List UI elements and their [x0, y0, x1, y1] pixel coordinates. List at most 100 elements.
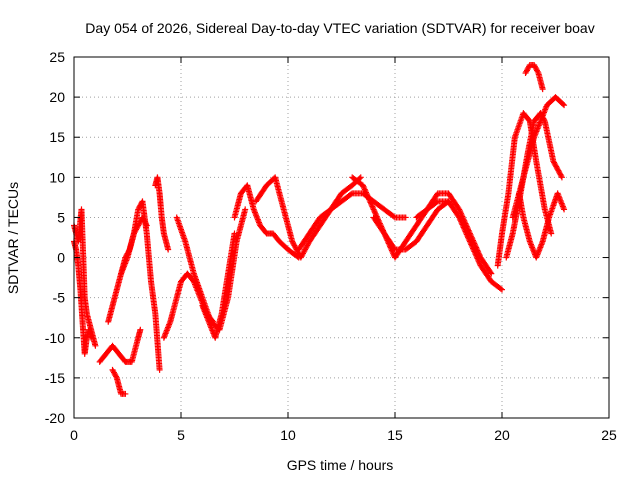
x-tick-label: 10	[280, 427, 296, 443]
trace-marker	[348, 191, 355, 198]
trace-marker	[401, 214, 408, 221]
trace-marker	[190, 269, 197, 276]
y-tick-label: 0	[57, 250, 65, 266]
trace-marker	[520, 212, 527, 219]
y-tick-label: 20	[49, 89, 65, 105]
trace-marker	[101, 353, 108, 360]
trace-marker	[231, 232, 238, 239]
trace-marker	[433, 192, 440, 199]
trace-marker	[358, 190, 365, 197]
trace-marker	[315, 216, 322, 223]
x-tick-label: 5	[177, 427, 185, 443]
trace-marker	[524, 159, 531, 166]
chart-title: Day 054 of 2026, Sidereal Day-to-day VTE…	[85, 20, 594, 36]
y-tick-label: 15	[49, 129, 65, 145]
data-points	[71, 62, 568, 397]
x-axis-label: GPS time / hours	[287, 457, 394, 473]
trace-marker	[379, 228, 386, 235]
y-tick-label: -20	[45, 410, 65, 426]
trace-marker	[113, 288, 120, 295]
trace-marker	[390, 213, 397, 220]
trace-marker	[530, 135, 537, 142]
trace-marker	[336, 200, 343, 207]
trace-marker	[109, 304, 116, 311]
trace-marker	[123, 256, 130, 263]
x-tick-label: 0	[70, 427, 78, 443]
y-axis-label: SDTVAR / TECUs	[5, 182, 21, 294]
trace-marker	[486, 268, 493, 275]
trace-marker	[496, 284, 503, 291]
trace-marker	[177, 280, 184, 287]
trace-marker	[517, 183, 524, 190]
trace-marker	[534, 68, 541, 75]
y-tick-label: 10	[49, 169, 65, 185]
trace-marker	[557, 171, 564, 178]
trace-marker	[421, 208, 428, 215]
trace-marker	[181, 237, 188, 244]
trace-marker	[261, 184, 268, 191]
trace-marker	[357, 180, 364, 187]
trace-marker	[454, 203, 461, 210]
trace-marker	[237, 191, 244, 198]
y-tick-label: -15	[45, 370, 65, 386]
trace-marker	[411, 224, 418, 231]
trace-marker	[288, 236, 295, 243]
trace-marker	[112, 372, 119, 379]
trace-marker	[113, 373, 120, 380]
axis-ticks	[73, 56, 610, 419]
y-tick-label: -5	[53, 290, 66, 306]
plot-frame	[73, 56, 610, 419]
trace-marker	[166, 320, 173, 327]
trace-marker	[250, 204, 257, 211]
trace-marker	[526, 237, 533, 244]
trace-marker	[304, 241, 311, 248]
trace-marker	[173, 296, 180, 303]
trace-marker	[433, 208, 440, 215]
trace-marker	[336, 192, 343, 199]
y-tick-label: -10	[45, 330, 65, 346]
trace-marker	[92, 341, 99, 348]
trace-marker	[511, 135, 518, 142]
trace-marker	[422, 224, 429, 231]
trace-marker	[87, 325, 94, 332]
trace-marker	[401, 240, 408, 247]
trace-marker	[487, 269, 494, 276]
trace-marker	[541, 204, 548, 211]
trace-marker	[411, 240, 418, 247]
trace-marker	[205, 317, 212, 324]
y-tick-labels: -20 -15 -10 -5 0 5 10 15 20 25	[45, 49, 65, 426]
trace-marker	[274, 236, 281, 243]
trace-marker	[524, 115, 531, 122]
trace-marker	[325, 208, 332, 215]
trace-marker	[224, 296, 231, 303]
trace-marker	[559, 101, 566, 108]
trace-marker	[156, 365, 163, 372]
x-tick-label: 25	[601, 427, 617, 443]
trace-marker	[130, 231, 137, 238]
trace-marker	[346, 192, 353, 199]
y-tick-label: 25	[49, 49, 65, 65]
trace-marker	[530, 119, 537, 126]
trace-marker	[218, 312, 225, 319]
trace-marker	[525, 64, 532, 71]
trace-marker	[547, 228, 554, 235]
trace-marker	[536, 119, 543, 126]
x-tick-label: 15	[387, 427, 403, 443]
trace-marker	[120, 356, 127, 363]
trace-marker	[509, 231, 516, 238]
trace-marker	[558, 100, 565, 107]
trace-marker	[560, 204, 567, 211]
trace-marker	[545, 215, 552, 222]
trace-marker	[550, 156, 557, 163]
trace-marker	[120, 390, 127, 397]
x-tick-label: 20	[494, 427, 510, 443]
trace-marker	[533, 67, 540, 74]
y-tick-label: 5	[57, 209, 65, 225]
trace-marker	[369, 205, 376, 212]
trace-marker	[389, 212, 396, 219]
trace-marker	[315, 224, 322, 231]
trace-marker	[304, 232, 311, 239]
trace-marker	[497, 285, 504, 292]
trace-marker	[261, 228, 268, 235]
